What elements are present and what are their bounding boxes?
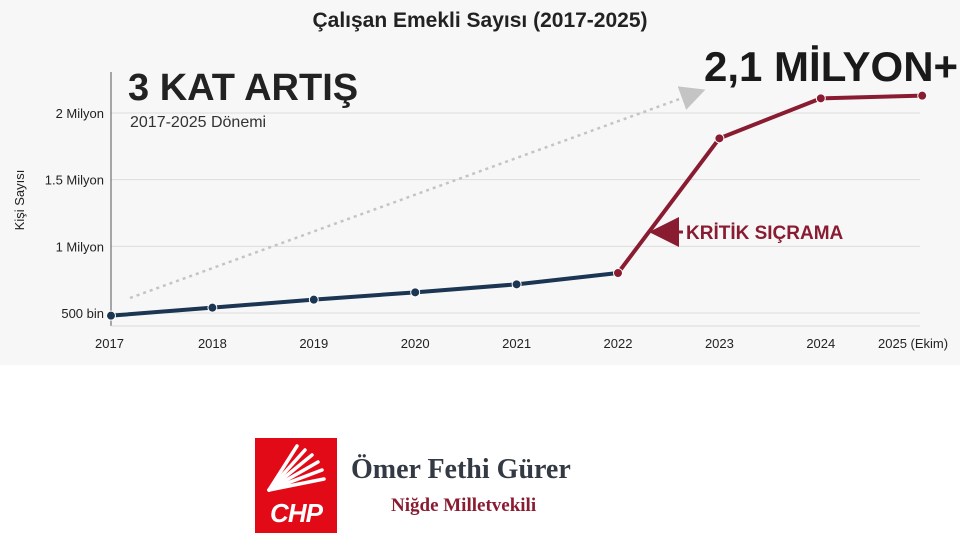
peak-label: 2,1 MİLYON+ — [704, 43, 958, 90]
y-tick-label: 1.5 Milyon — [45, 173, 104, 188]
x-tick-label: 2018 — [198, 336, 227, 351]
y-tick-label: 500 bin — [61, 306, 104, 321]
author-name: Ömer Fethi Gürer — [351, 454, 571, 485]
data-point — [106, 310, 116, 321]
x-tick-label: 2020 — [401, 336, 430, 351]
data-point — [511, 279, 522, 290]
y-tick-label: 1 Milyon — [56, 239, 104, 254]
x-tick-label: 2024 — [806, 336, 835, 351]
gridlines — [111, 112, 920, 314]
data-point — [207, 302, 218, 313]
data-point — [917, 90, 928, 101]
data-point — [410, 287, 421, 298]
y-tick-label: 2 Milyon — [56, 106, 104, 121]
y-tick-labels: 500 bin 1 Milyon 1.5 Milyon 2 Milyon — [45, 106, 104, 321]
chp-logo: CHP — [255, 438, 337, 533]
chart-title: Çalışan Emekli Sayısı (2017-2025) — [312, 9, 647, 32]
x-tick-label: 2022 — [604, 336, 633, 351]
footer-signature: CHP Ömer Fethi Gürer Niğde Milletvekili — [255, 438, 715, 533]
line-chart: Çalışan Emekli Sayısı (2017-2025) Kişi S… — [12, 9, 958, 351]
author-role: Niğde Milletvekili — [391, 495, 537, 516]
chart-panel — [0, 0, 960, 365]
x-tick-label: 2025 (Ekim) — [878, 336, 948, 351]
growth-period: 2017-2025 Dönemi — [130, 114, 266, 131]
series-segment-early — [110, 271, 619, 318]
data-point — [613, 268, 623, 278]
series-segment-late — [616, 93, 923, 275]
data-point — [815, 93, 826, 104]
data-point — [308, 294, 319, 305]
data-point — [714, 133, 725, 144]
chp-rays-icon — [267, 444, 326, 492]
growth-headline: 3 KAT ARTIŞ — [128, 67, 358, 109]
series-points — [106, 90, 928, 321]
x-tick-label: 2019 — [299, 336, 328, 351]
x-tick-labels: 2017 2018 2019 2020 2021 2022 2023 2024 2025 (Ek… — [95, 336, 948, 351]
logo-text: CHP — [270, 498, 323, 528]
jump-label: KRİTİK SIÇRAMA — [686, 223, 844, 244]
y-axis-label: Kişi Sayısı — [12, 170, 27, 231]
x-tick-label: 2017 — [95, 336, 124, 351]
trend-arrow — [129, 86, 706, 300]
x-tick-label: 2023 — [705, 336, 734, 351]
series-lines — [110, 93, 923, 318]
x-tick-label: 2021 — [502, 336, 531, 351]
